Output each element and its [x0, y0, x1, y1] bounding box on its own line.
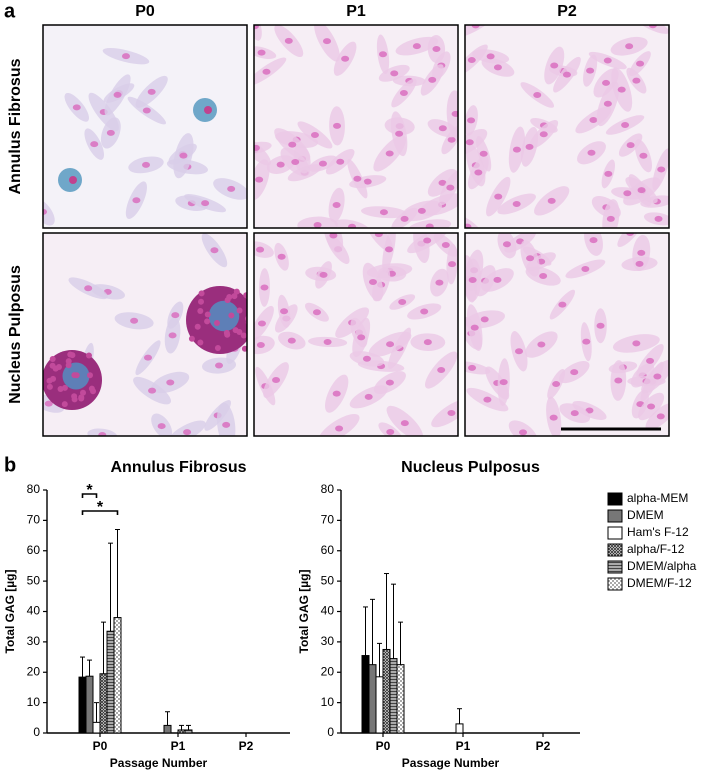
significance-label: * [97, 499, 104, 516]
y-tick-label: 50 [27, 573, 41, 587]
bar [361, 655, 370, 734]
legend-label: DMEM/alpha [627, 559, 697, 573]
bar [396, 664, 405, 734]
y-axis-label: Total GAG [µg] [297, 569, 311, 653]
panel-label: b [4, 454, 16, 476]
bar [92, 721, 101, 734]
micrograph [464, 232, 670, 437]
significance-bracket [81, 493, 98, 498]
bar [163, 724, 172, 734]
y-tick-label: 30 [27, 634, 41, 648]
legend-swatch [607, 492, 623, 506]
micrograph [42, 232, 248, 437]
y-tick-label: 40 [27, 604, 41, 618]
y-tick-label: 0 [327, 725, 334, 739]
column-label: P2 [557, 3, 577, 20]
legend-label: alpha-MEM [627, 491, 688, 505]
y-tick-label: 0 [33, 725, 40, 739]
legend-label: DMEM/F-12 [627, 576, 692, 590]
x-tick-label: P2 [536, 739, 551, 753]
bar [375, 676, 384, 734]
x-tick-label: P0 [376, 739, 391, 753]
row-label: Annulus Fibrosus [7, 58, 24, 194]
x-axis-label: Passage Number [110, 756, 208, 770]
legend-swatch [607, 509, 623, 523]
micrograph-grid: P0 P1 P2 Annulus Fibrosus Nucleus Pulposus [7, 3, 670, 437]
significance-label: * [86, 482, 93, 499]
x-tick-label: P1 [456, 739, 471, 753]
micrograph [464, 24, 670, 229]
chart-title: Nucleus Pulposus [401, 459, 540, 476]
chart-title: Annulus Fibrosus [111, 459, 247, 476]
y-tick-label: 60 [27, 543, 41, 557]
x-axis-label: Passage Number [402, 756, 500, 770]
y-tick-label: 30 [321, 634, 335, 648]
bar [99, 673, 108, 734]
panel-label: a [4, 0, 16, 22]
bar [455, 723, 464, 734]
bar [184, 729, 193, 734]
legend-label: DMEM [627, 508, 664, 522]
bar [113, 617, 122, 734]
y-tick-label: 70 [321, 513, 335, 527]
x-tick-label: P2 [239, 739, 254, 753]
x-tick-label: P0 [93, 739, 108, 753]
legend-swatch [607, 560, 623, 574]
micrograph [253, 24, 459, 229]
legend-label: Ham's F-12 [627, 525, 689, 539]
micrograph [253, 232, 459, 437]
y-axis-label: Total GAG [µg] [3, 569, 17, 653]
row-label: Nucleus Pulposus [7, 265, 24, 404]
bar [389, 658, 398, 734]
legend-swatch [607, 577, 623, 591]
y-tick-label: 20 [27, 664, 41, 678]
bar [78, 676, 87, 734]
bar [106, 630, 115, 734]
x-tick-label: P1 [171, 739, 186, 753]
y-tick-label: 10 [27, 695, 41, 709]
y-tick-label: 70 [27, 513, 41, 527]
y-tick-label: 80 [321, 482, 335, 496]
bar [177, 729, 186, 734]
legend-label: alpha/F-12 [627, 542, 685, 556]
bar [85, 675, 94, 734]
y-tick-label: 20 [321, 664, 335, 678]
bar-chart: Nucleus Pulposus Total GAG [µg] Passage Nu… [297, 459, 697, 770]
column-label: P0 [135, 3, 155, 20]
y-tick-label: 10 [321, 695, 335, 709]
bar [382, 648, 391, 734]
legend-swatch [607, 543, 623, 557]
y-tick-label: 60 [321, 543, 335, 557]
legend-swatch [607, 526, 623, 540]
y-tick-label: 50 [321, 573, 335, 587]
bar-chart: Annulus Fibrosus Total GAG [µg] Passage Nu… [3, 459, 290, 770]
charts: Annulus Fibrosus Total GAG [µg] Passage Nu… [3, 459, 697, 770]
significance-bracket [81, 510, 119, 515]
y-tick-label: 40 [321, 604, 335, 618]
micrograph [42, 24, 248, 229]
bar [368, 664, 377, 734]
y-tick-label: 80 [27, 482, 41, 496]
column-label: P1 [346, 3, 366, 20]
